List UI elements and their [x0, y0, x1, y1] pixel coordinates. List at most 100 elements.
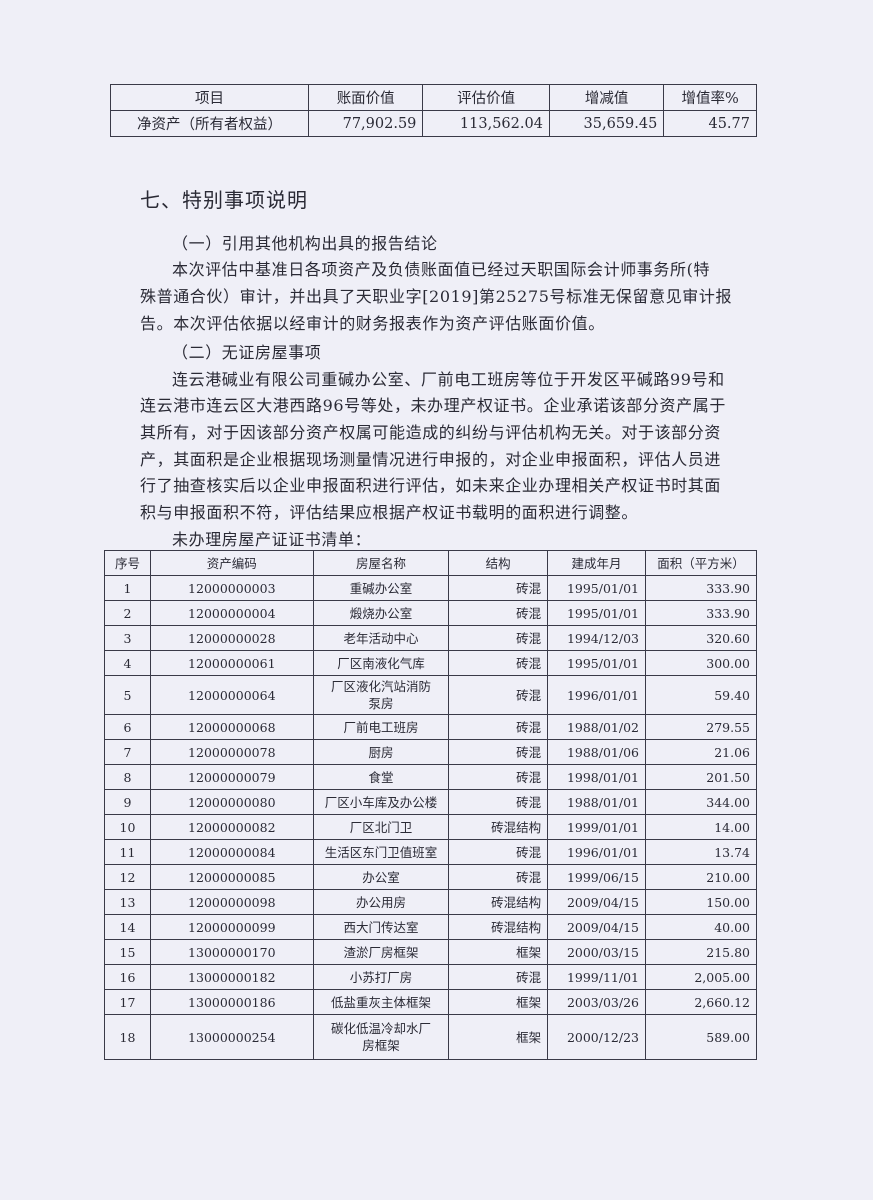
book-value: 77,902.59 [307, 110, 424, 137]
build-date-cell: 1988/01/02 [547, 714, 646, 740]
structure-cell: 砖混结构 [448, 889, 549, 915]
area-cell: 210.00 [645, 864, 757, 890]
asset-code-cell: 12000000004 [149, 600, 314, 626]
index-cell: 7 [104, 739, 151, 765]
index-cell: 4 [104, 650, 151, 676]
asset-code-cell: 13000000254 [149, 1014, 314, 1060]
area-cell: 14.00 [645, 814, 757, 840]
paragraph-line: 连云港市连云区大港西路96号等处，未办理产权证书。企业承诺该部分资产属于 [140, 396, 726, 415]
structure-cell: 砖混 [448, 839, 549, 865]
summary-header-row: 项目 账面价值 评估价值 增减值 增值率% [110, 84, 757, 111]
asset-code-cell: 12000000099 [149, 914, 314, 940]
index-cell: 9 [104, 789, 151, 815]
build-date-cell: 1996/01/01 [547, 839, 646, 865]
table-row: 2 12000000004 煅烧办公室 砖混 1995/01/01 333.90 [104, 600, 757, 626]
structure-cell: 框架 [448, 1014, 549, 1060]
asset-code-cell: 12000000082 [149, 814, 314, 840]
index-cell: 12 [104, 864, 151, 890]
house-name-cell: 食堂 [312, 764, 450, 790]
table-row: 15 13000000170 渣淤厂房框架 框架 2000/03/15 215.80 [104, 939, 757, 965]
change-value: 35,659.45 [548, 110, 665, 137]
header-book-value: 账面价值 [307, 84, 424, 111]
uncertified-houses-table: 序号 资产编码 房屋名称 结构 建成年月 面积（平方米） 1 12000000003 重碱办公… [104, 550, 757, 1060]
structure-cell: 砖混 [448, 575, 549, 601]
table-row: 6 12000000068 厂前电工班房 砖混 1988/01/02 279.55 [104, 714, 757, 740]
build-date-cell: 2003/03/26 [547, 989, 646, 1015]
asset-code-cell: 12000000079 [149, 764, 314, 790]
area-cell: 13.74 [645, 839, 757, 865]
index-cell: 1 [104, 575, 151, 601]
asset-code-cell: 12000000003 [149, 575, 314, 601]
area-cell: 21.06 [645, 739, 757, 765]
paragraph-line: 积与申报面积不符，评估结果应根据产权证书载明的面积进行调整。 [140, 503, 639, 522]
sub1-title: （一）引用其他机构出具的报告结论 [172, 234, 438, 253]
area-cell: 40.00 [645, 914, 757, 940]
asset-code-cell: 12000000064 [149, 675, 314, 715]
index-cell: 10 [104, 814, 151, 840]
house-name-cell: 厂前电工班房 [312, 714, 450, 740]
house-name-cell: 厂区北门卫 [312, 814, 450, 840]
structure-cell: 砖混 [448, 714, 549, 740]
area-cell: 279.55 [645, 714, 757, 740]
build-date-cell: 1994/12/03 [547, 625, 646, 651]
table-row: 13 12000000098 办公用房 砖混结构 2009/04/15 150.00 [104, 889, 757, 915]
asset-code-cell: 13000000182 [149, 964, 314, 990]
header-rate: 增值率% [663, 84, 757, 111]
section-title: 七、特别事项说明 [140, 188, 308, 212]
table-row: 14 12000000099 西大门传达室 砖混结构 2009/04/15 40.00 [104, 914, 757, 940]
paragraph-line: 连云港碱业有限公司重碱办公室、厂前电工班房等位于开发区平碱路99号和 [172, 370, 725, 389]
index-cell: 3 [104, 625, 151, 651]
build-date-cell: 1999/01/01 [547, 814, 646, 840]
asset-code-cell: 12000000085 [149, 864, 314, 890]
build-date-cell: 2000/03/15 [547, 939, 646, 965]
table-row: 11 12000000084 生活区东门卫值班室 砖混 1996/01/01 13.74 [104, 839, 757, 865]
summary-data-row: 净资产（所有者权益） 77,902.59 113,562.04 35,659.4… [110, 110, 757, 137]
asset-code-cell: 12000000068 [149, 714, 314, 740]
table-row: 1 12000000003 重碱办公室 砖混 1995/01/01 333.90 [104, 575, 757, 601]
rate-value: 45.77 [663, 110, 757, 137]
header-structure: 结构 [448, 550, 549, 576]
house-name-cell: 厂区南液化气库 [312, 650, 450, 676]
index-cell: 17 [104, 989, 151, 1015]
header-index: 序号 [104, 550, 151, 576]
index-cell: 6 [104, 714, 151, 740]
structure-cell: 砖混 [448, 764, 549, 790]
table-row: 9 12000000080 厂区小车库及办公楼 砖混 1988/01/01 344.00 [104, 789, 757, 815]
house-name-cell: 厂区小车库及办公楼 [312, 789, 450, 815]
index-cell: 14 [104, 914, 151, 940]
index-cell: 5 [104, 675, 151, 715]
paragraph-line: 行了抽查核实后以企业申报面积进行评估，如未来企业办理相关产权证书时其面 [140, 476, 722, 495]
area-cell: 2,660.12 [645, 989, 757, 1015]
index-cell: 8 [104, 764, 151, 790]
asset-code-cell: 12000000080 [149, 789, 314, 815]
structure-cell: 砖混结构 [448, 814, 549, 840]
table-row: 12 12000000085 办公室 砖混 1999/06/15 210.00 [104, 864, 757, 890]
asset-code-cell: 12000000084 [149, 839, 314, 865]
list-caption: 未办理房屋产证证书清单： [172, 530, 372, 549]
structure-cell: 砖混 [448, 964, 549, 990]
house-name-cell: 渣淤厂房框架 [312, 939, 450, 965]
header-appraised-value: 评估价值 [422, 84, 550, 111]
build-date-cell: 2009/04/15 [547, 889, 646, 915]
house-name-cell: 厨房 [312, 739, 450, 765]
build-date-cell: 1995/01/01 [547, 650, 646, 676]
house-name-cell: 办公室 [312, 864, 450, 890]
build-date-cell: 1988/01/06 [547, 739, 646, 765]
structure-cell: 砖混 [448, 739, 549, 765]
header-asset-code: 资产编码 [149, 550, 314, 576]
paragraph-line: 本次评估中基准日各项资产及负债账面值已经过天职国际会计师事务所(特 [172, 260, 711, 279]
table-row: 5 12000000064 厂区液化汽站消防泵房 砖混 1996/01/01 59.40 [104, 675, 757, 715]
house-name-cell: 办公用房 [312, 889, 450, 915]
area-cell: 59.40 [645, 675, 757, 715]
house-name-cell: 重碱办公室 [312, 575, 450, 601]
header-house-name: 房屋名称 [312, 550, 450, 576]
area-cell: 2,005.00 [645, 964, 757, 990]
area-cell: 333.90 [645, 575, 757, 601]
area-cell: 215.80 [645, 939, 757, 965]
house-name-cell: 西大门传达室 [312, 914, 450, 940]
house-name-cell: 老年活动中心 [312, 625, 450, 651]
structure-cell: 砖混 [448, 864, 549, 890]
build-date-cell: 2000/12/23 [547, 1014, 646, 1060]
header-build-date: 建成年月 [547, 550, 646, 576]
structure-cell: 砖混 [448, 600, 549, 626]
